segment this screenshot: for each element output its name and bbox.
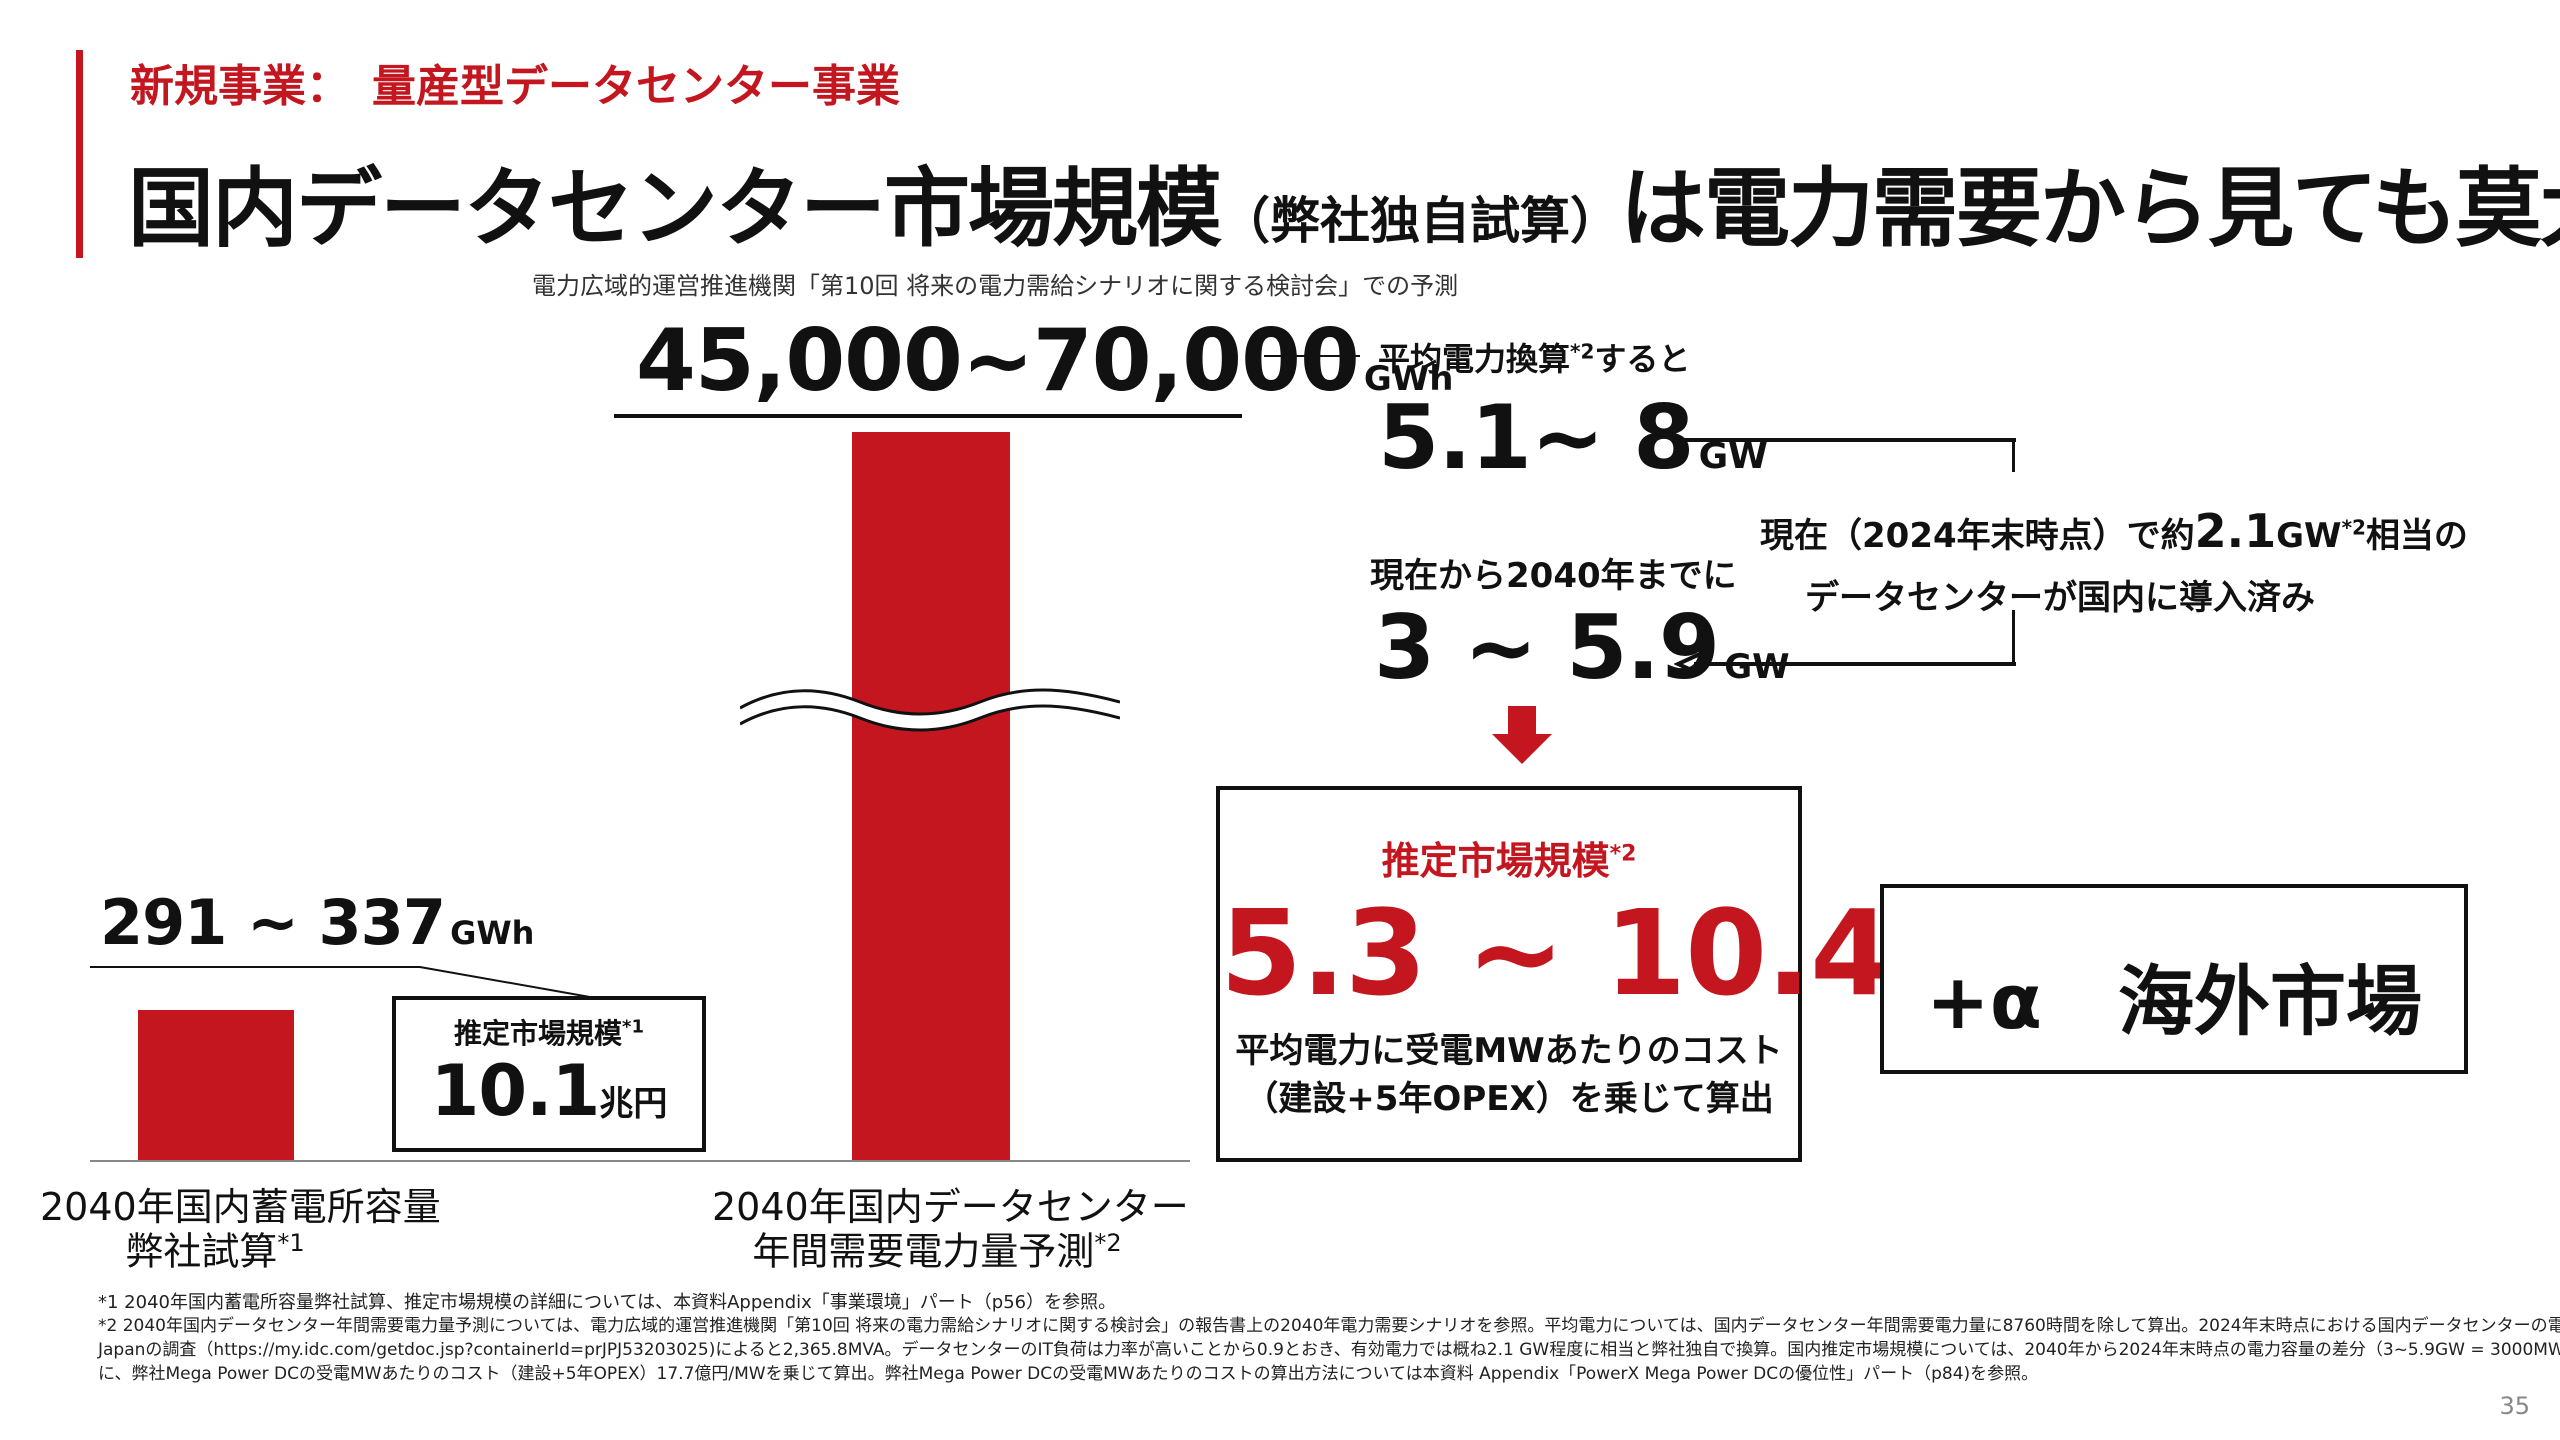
title-tail: は電力需要から見ても莫大 (1620, 159, 2560, 259)
left-range-value: 291 ~ 337 (100, 886, 446, 959)
center-bar-label: 2040年国内データセンター 年間需要電力量予測*2 (712, 1185, 1189, 1274)
center-range: 45,000~70,000 GWh (636, 318, 1454, 404)
bracket-right-bottom (2012, 610, 2015, 666)
left-label-sup: *1 (277, 1228, 305, 1257)
current-note-sup: *2 (2341, 515, 2366, 540)
delta-range: 3 ~ 5.9 GW (1374, 604, 1790, 692)
left-range-unit: GWh (450, 914, 535, 952)
current-note-d: 相当の (2365, 516, 2468, 556)
footnote-1: *1 2040年国内蓄電所容量弊社試算、推定市場規模の詳細については、本資料Ap… (98, 1292, 1117, 1313)
center-label-line2: 年間需要電力量予測 (752, 1229, 1095, 1274)
footnote-3: Japanの調査（https://my.idc.com/getdoc.jsp?c… (98, 1340, 2560, 1360)
left-box-label-text: 推定市場規模 (454, 1017, 623, 1050)
left-bar (138, 1010, 294, 1160)
center-label-line1: 2040年国内データセンター (712, 1185, 1189, 1229)
avg-connector-line (1264, 355, 1360, 357)
left-box-value-wrap: 10.1兆円 (396, 1056, 702, 1126)
gw-range: 5.1~ 8 GW (1378, 394, 1768, 482)
overseas-market-text: +α 海外市場 (1926, 957, 2422, 1046)
left-arrow-icon (1674, 652, 1701, 676)
current-note-a: 現在（2024年末時点）で約 (1760, 516, 2195, 556)
current-capacity-note: 現在（2024年末時点）で約2.1GW*2相当の データセンターが国内に導入済み (1760, 492, 2468, 628)
avg-label-tail: すると (1594, 340, 1691, 378)
left-label-line2: 弊社試算 (125, 1229, 278, 1274)
left-box-unit: 兆円 (599, 1084, 668, 1124)
left-label-line1: 2040年国内蓄電所容量 (40, 1185, 441, 1229)
market-label-sup: *2 (1609, 841, 1637, 867)
title-main: 国内データセンター市場規模 (128, 159, 1222, 259)
market-value: 5.3 ~ 10.4 (1220, 884, 1892, 1022)
market-value-wrap: 5.3 ~ 10.4 兆円 (1220, 894, 1960, 1012)
market-estimate-box: 推定市場規模*2 5.3 ~ 10.4 兆円 平均電力に受電MWあたりのコスト … (1216, 786, 1960, 1162)
left-box-label: 推定市場規模*1 (396, 1012, 702, 1052)
delta-range-value: 3 ~ 5.9 (1374, 596, 1720, 699)
footnote-4: に、弊社Mega Power DCの受電MWあたりのコスト（建設+5年OPEX）… (98, 1364, 2039, 1384)
delta-range-unit: GW (1724, 647, 1790, 687)
axis-break-icon (740, 688, 1120, 732)
gw-range-value: 5.1~ 8 (1378, 386, 1694, 489)
left-range: 291 ~ 337 GWh (100, 892, 534, 954)
footnote-2: *2 2040年国内データセンター年間需要電力量予測については、電力広域的運営推… (98, 1316, 2560, 1336)
center-label-sup: *2 (1094, 1228, 1122, 1257)
bracket-top-line (1676, 438, 2016, 442)
market-label: 推定市場規模*2 (1220, 830, 1798, 885)
current-note-b: 2.1 (2194, 504, 2277, 558)
down-arrow-icon (1492, 706, 1552, 764)
page-number: 35 (2499, 1392, 2530, 1420)
bracket-right-top (2012, 438, 2015, 472)
left-market-box: 推定市場規模*1 10.1兆円 (392, 996, 706, 1152)
left-underline (90, 966, 420, 968)
source-note: 電力広域的運営推進機関「第10回 将来の電力需給シナリオに関する検討会」での予測 (532, 272, 1459, 300)
left-bar-label: 2040年国内蓄電所容量 弊社試算*1 (40, 1185, 441, 1274)
market-label-text: 推定市場規模 (1381, 839, 1610, 883)
section-kicker: 新規事業： 量産型データセンター事業 (130, 61, 900, 112)
center-bar (852, 432, 1010, 1160)
gw-range-unit: GW (1698, 436, 1768, 477)
overseas-market-box: +α 海外市場 (1880, 884, 2468, 1074)
left-box-value: 10.1 (430, 1050, 601, 1132)
avg-label-text: 平均電力換算 (1378, 340, 1571, 378)
page-title: 国内データセンター市場規模（弊社独自試算）は電力需要から見ても莫大 (128, 138, 2560, 263)
avg-label-sup: *2 (1570, 339, 1595, 364)
until-label: 現在から2040年までに (1370, 556, 1737, 596)
center-range-unit: GWh (1363, 359, 1454, 399)
market-desc-line2: （建設+5年OPEX）を乗じて算出 (1244, 1078, 1774, 1119)
title-paren: （弊社独自試算） (1220, 192, 1620, 250)
market-desc-line1: 平均電力に受電MWあたりのコスト (1235, 1031, 1783, 1071)
current-note-line1: 現在（2024年末時点）で約2.1GW*2相当の (1760, 492, 2468, 570)
accent-bar (76, 50, 83, 258)
market-desc: 平均電力に受電MWあたりのコスト （建設+5年OPEX）を乗じて算出 (1220, 1028, 1798, 1123)
center-underline (614, 414, 1242, 418)
avg-label: 平均電力換算*2すると (1378, 334, 1690, 380)
center-range-value: 45,000~70,000 (636, 311, 1360, 411)
chart-baseline (90, 1160, 1190, 1162)
bracket-bottom-line (1694, 662, 2016, 666)
current-note-line2: データセンターが国内に導入済み (1805, 578, 2315, 619)
current-note-c: GW (2276, 516, 2342, 556)
left-box-label-sup: *1 (622, 1016, 644, 1038)
